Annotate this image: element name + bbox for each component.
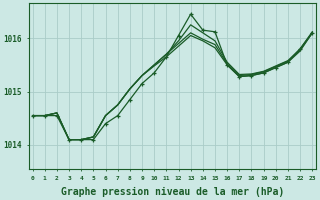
X-axis label: Graphe pression niveau de la mer (hPa): Graphe pression niveau de la mer (hPa) — [61, 186, 284, 197]
